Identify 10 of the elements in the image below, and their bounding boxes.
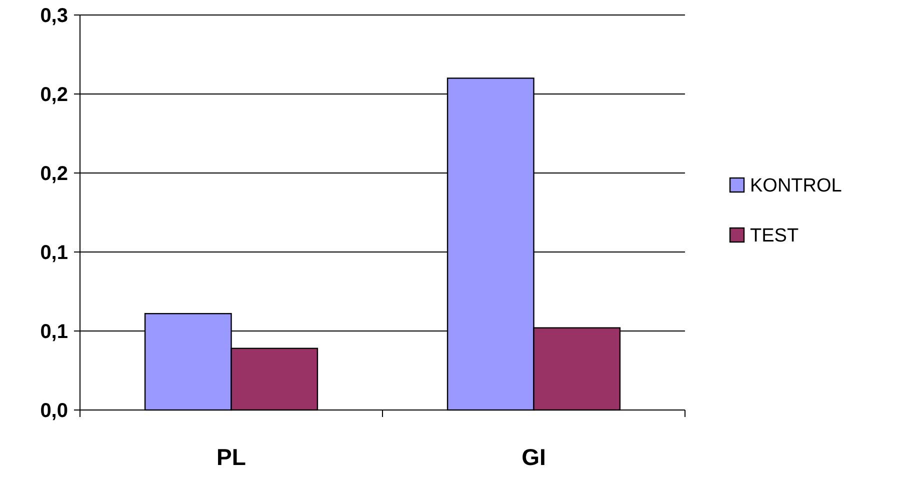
y-tick-label: 0,2 <box>40 84 68 106</box>
legend-label: TEST <box>750 226 799 247</box>
x-tick-label: PL <box>216 444 246 470</box>
y-tick-label: 0,1 <box>40 321 68 343</box>
y-tick-label: 0,1 <box>40 242 68 264</box>
legend-label: KONTROL <box>750 176 842 197</box>
y-tick-label: 0,0 <box>40 400 68 422</box>
y-tick-label: 0,2 <box>40 163 68 185</box>
x-tick-label: GI <box>522 444 546 470</box>
y-tick-label: 0,3 <box>40 5 68 27</box>
